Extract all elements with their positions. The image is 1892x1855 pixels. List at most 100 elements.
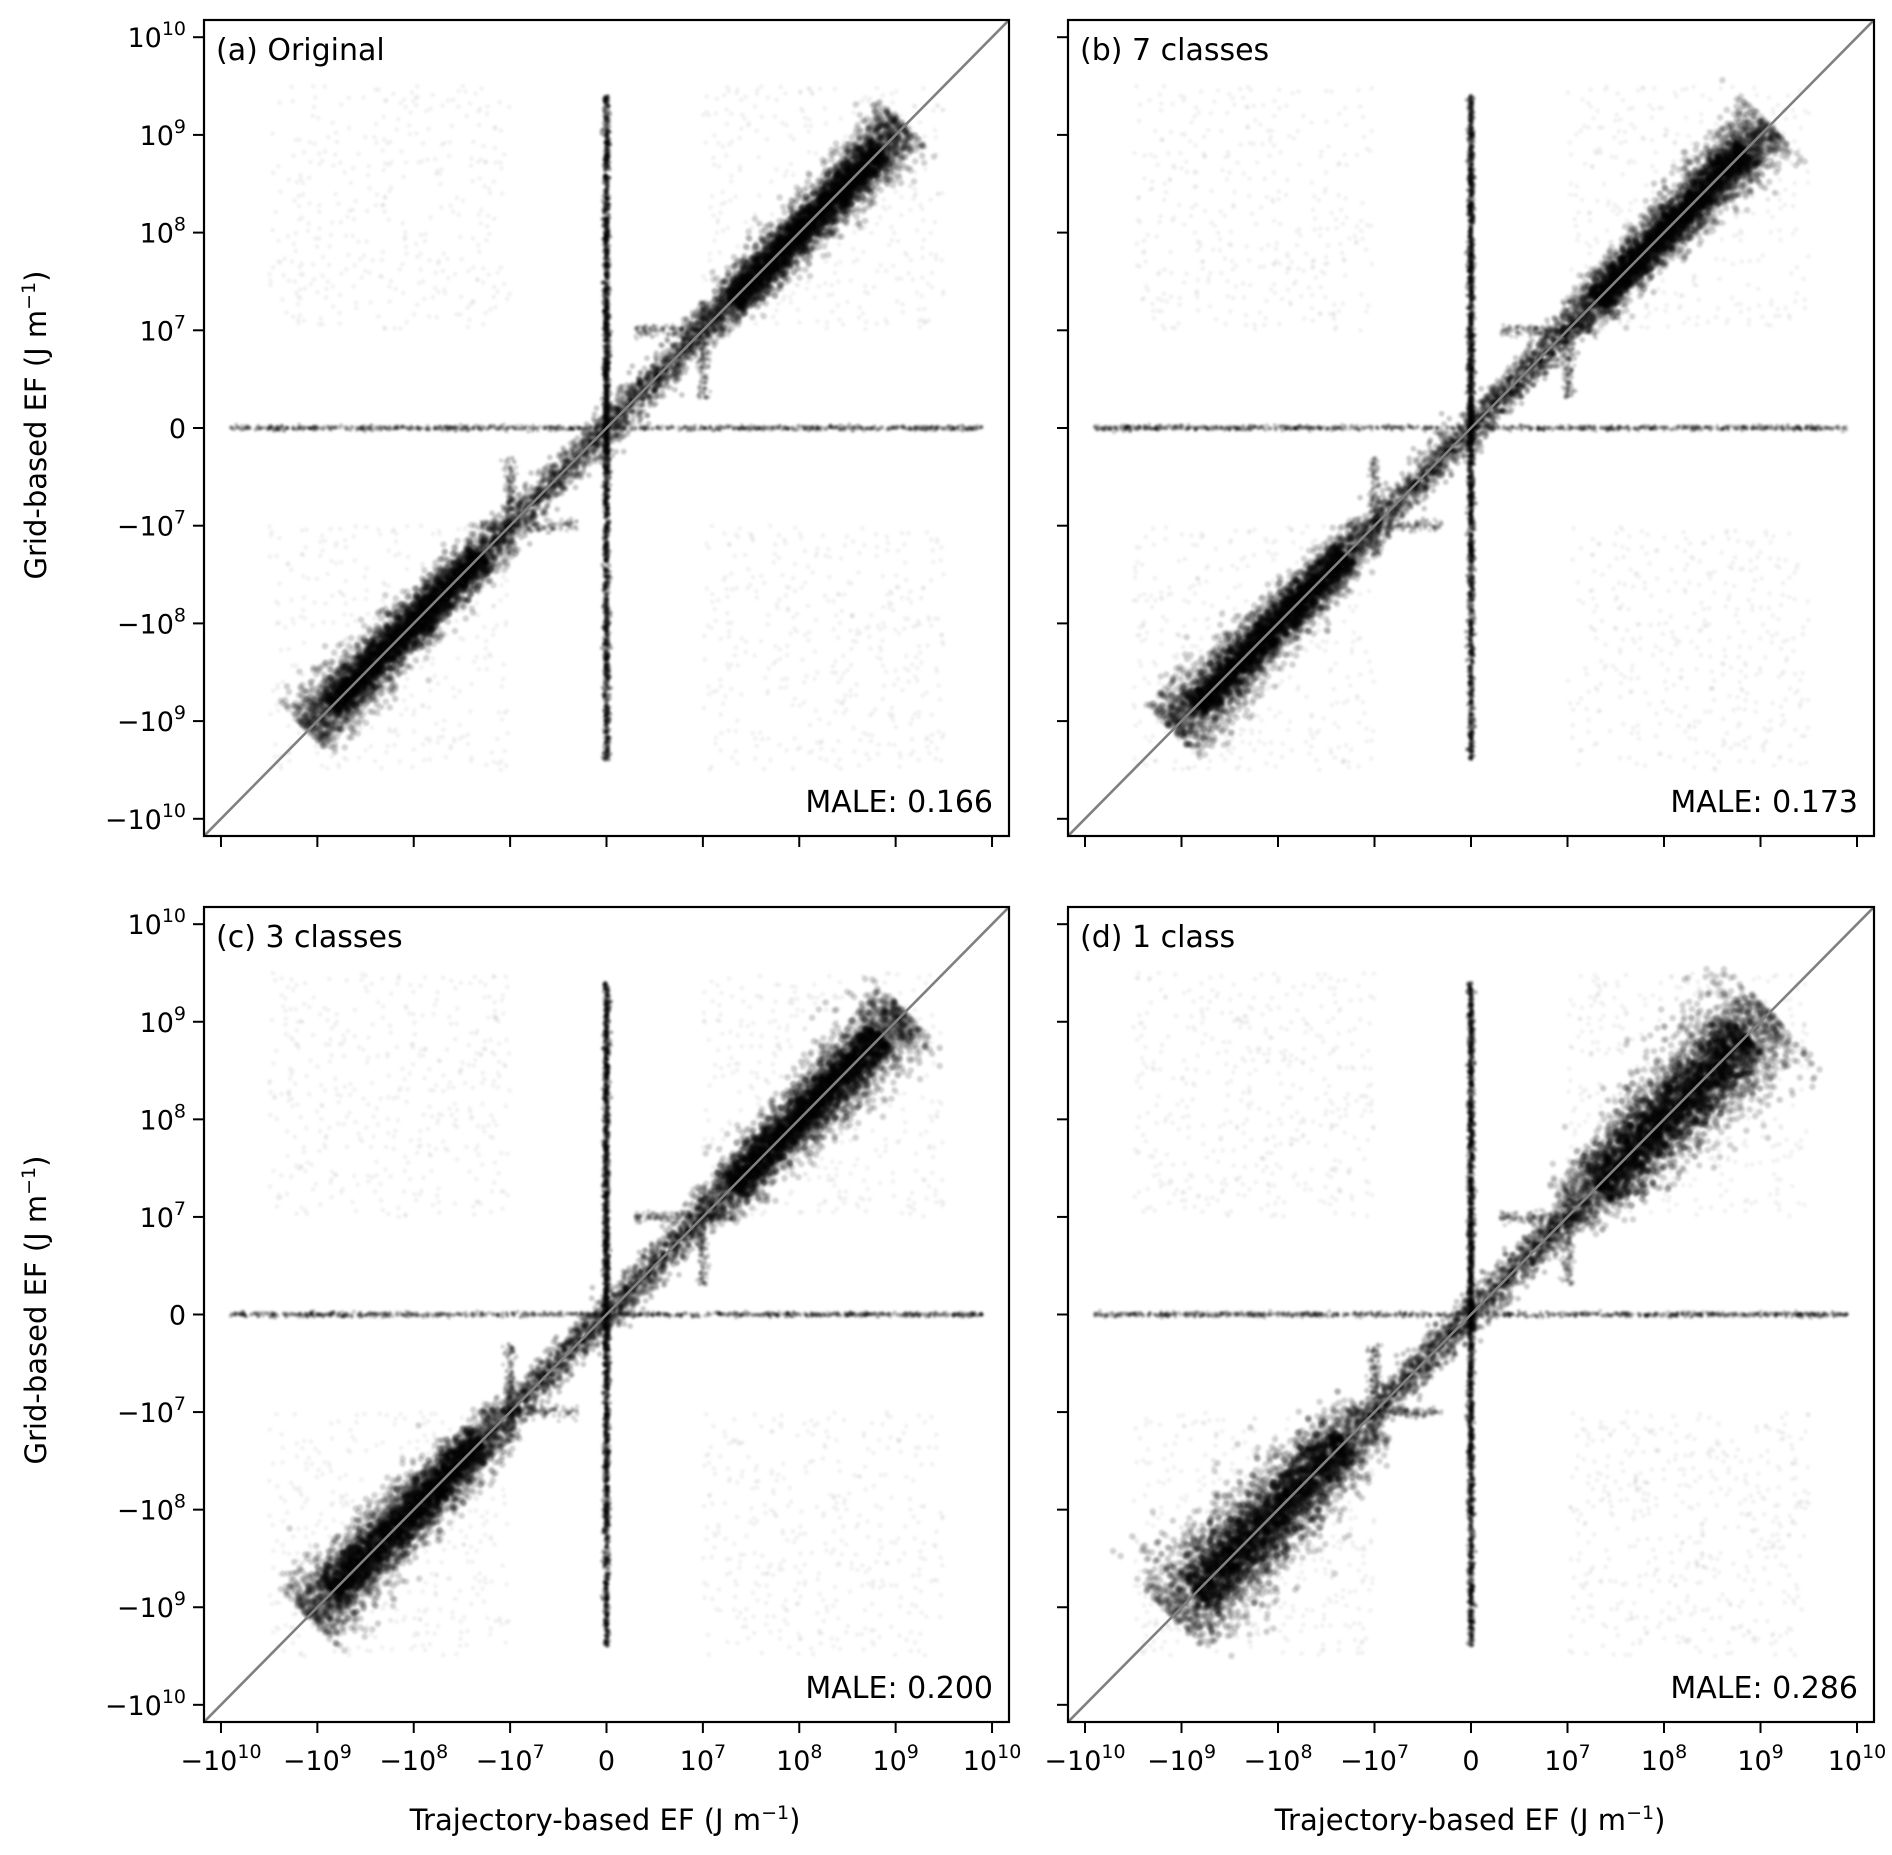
y-tick-label: −107 <box>117 507 186 543</box>
metric-label: MALE: 0.173 <box>1670 785 1858 820</box>
tick-base: 10 <box>127 23 161 54</box>
y-axis-title-close: ) <box>19 1156 53 1167</box>
tick-exponent: 7 <box>714 1741 726 1763</box>
y-axis-title-top: Grid-based EF (J m−1) <box>18 271 53 580</box>
tick-exponent: 7 <box>1579 1741 1591 1763</box>
panel-title: (b) 7 classes <box>1080 33 1269 68</box>
panel-title: (c) 3 classes <box>216 920 403 955</box>
tick-exponent: 8 <box>174 214 186 236</box>
tick-exponent: 10 <box>1101 1741 1125 1763</box>
x-tick-label: 109 <box>872 1741 918 1777</box>
tick-exponent: 9 <box>1772 1741 1784 1763</box>
x-axis-title-text: Trajectory-based EF (J m <box>409 1803 761 1837</box>
tick-base: 0 <box>169 1301 186 1332</box>
x-axis-title-exponent: −1 <box>761 1802 789 1824</box>
scatter-points <box>1093 77 1849 773</box>
tick-base: −10 <box>1044 1746 1101 1777</box>
y-tick-label: 0 <box>169 1301 186 1332</box>
tick-base: −10 <box>117 609 174 640</box>
y-tick-label: −108 <box>117 604 186 640</box>
tick-exponent: 10 <box>162 1686 186 1708</box>
tick-base: −10 <box>117 707 174 738</box>
tick-exponent: 9 <box>174 116 186 138</box>
panel-3: −1010−1010−109−109−108−108−107−107001071… <box>105 905 1021 1777</box>
x-tick-label: 1010 <box>963 1741 1022 1777</box>
tick-base: −10 <box>1340 1746 1397 1777</box>
y-tick-label: −1010 <box>105 1686 186 1722</box>
tick-base: 10 <box>140 1105 174 1136</box>
y-tick-label: 109 <box>140 1003 186 1039</box>
metric-label: MALE: 0.286 <box>1670 1671 1858 1706</box>
tick-base: 10 <box>872 1746 906 1777</box>
tick-base: −10 <box>180 1746 237 1777</box>
tick-exponent: 7 <box>174 311 186 333</box>
tick-base: 10 <box>776 1746 810 1777</box>
x-tick-label: −107 <box>1340 1741 1409 1777</box>
tick-exponent: 10 <box>162 905 186 927</box>
tick-exponent: 10 <box>162 800 186 822</box>
scatter-density <box>228 83 984 773</box>
y-tick-label: −109 <box>117 1588 186 1624</box>
tick-base: −10 <box>379 1746 436 1777</box>
reference-line <box>204 20 1009 836</box>
reference-line <box>1068 20 1874 836</box>
x-tick-label: −107 <box>476 1741 545 1777</box>
tick-exponent: 7 <box>174 1198 186 1220</box>
tick-base: −10 <box>105 1691 162 1722</box>
x-tick-label: −108 <box>1243 1741 1312 1777</box>
x-tick-label: 0 <box>598 1746 615 1777</box>
x-axis-title-text: Trajectory-based EF (J m <box>1274 1803 1626 1837</box>
tick-exponent: 7 <box>533 1741 545 1763</box>
tick-exponent: 9 <box>340 1741 352 1763</box>
tick-base: 10 <box>140 1008 174 1039</box>
tick-base: −10 <box>117 1593 174 1624</box>
tick-base: 10 <box>140 1203 174 1234</box>
y-axis-title-close: ) <box>19 271 53 282</box>
tick-base: 0 <box>1462 1746 1479 1777</box>
y-tick-label: 108 <box>140 1100 186 1136</box>
tick-exponent: 7 <box>174 507 186 529</box>
tick-base: 10 <box>1641 1746 1675 1777</box>
tick-base: −10 <box>1147 1746 1204 1777</box>
tick-base: −10 <box>117 1496 174 1527</box>
tick-base: 10 <box>680 1746 714 1777</box>
tick-base: 10 <box>140 316 174 347</box>
x-axis-title-close: ) <box>789 1803 800 1837</box>
reference-line <box>1068 907 1874 1722</box>
y-tick-label: 107 <box>140 311 186 347</box>
scatter-density <box>1092 965 1849 1660</box>
tick-exponent: 8 <box>1300 1741 1312 1763</box>
y-tick-label: −109 <box>117 702 186 738</box>
x-axis-title-left: Trajectory-based EF (J m−1) <box>409 1802 801 1837</box>
scatter-points <box>1092 965 1849 1660</box>
metric-label: MALE: 0.200 <box>805 1671 993 1706</box>
y-tick-label: −1010 <box>105 800 186 836</box>
x-tick-label: 107 <box>680 1741 726 1777</box>
x-tick-label: 107 <box>1544 1741 1590 1777</box>
y-tick-label: 108 <box>140 214 186 250</box>
y-tick-label: −107 <box>117 1393 186 1429</box>
y-tick-label: 0 <box>169 414 186 445</box>
tick-base: 10 <box>963 1746 997 1777</box>
tick-exponent: 8 <box>436 1741 448 1763</box>
tick-exponent: 7 <box>1397 1741 1409 1763</box>
tick-base: 0 <box>169 414 186 445</box>
tick-base: 0 <box>598 1746 615 1777</box>
tick-exponent: 8 <box>174 1491 186 1513</box>
x-axis-title-exponent: −1 <box>1626 1802 1654 1824</box>
tick-exponent: 10 <box>1862 1741 1886 1763</box>
reference-line <box>204 907 1009 1722</box>
scatter-points <box>228 970 984 1659</box>
scatter-density <box>1093 77 1849 773</box>
x-tick-label: −109 <box>1147 1741 1216 1777</box>
tick-base: −10 <box>117 512 174 543</box>
tick-base: 10 <box>127 910 161 941</box>
tick-exponent: 9 <box>174 702 186 724</box>
y-tick-label: 109 <box>140 116 186 152</box>
tick-exponent: 8 <box>174 604 186 626</box>
x-tick-label: 1010 <box>1828 1741 1887 1777</box>
tick-exponent: 9 <box>174 1003 186 1025</box>
tick-base: 10 <box>1828 1746 1862 1777</box>
